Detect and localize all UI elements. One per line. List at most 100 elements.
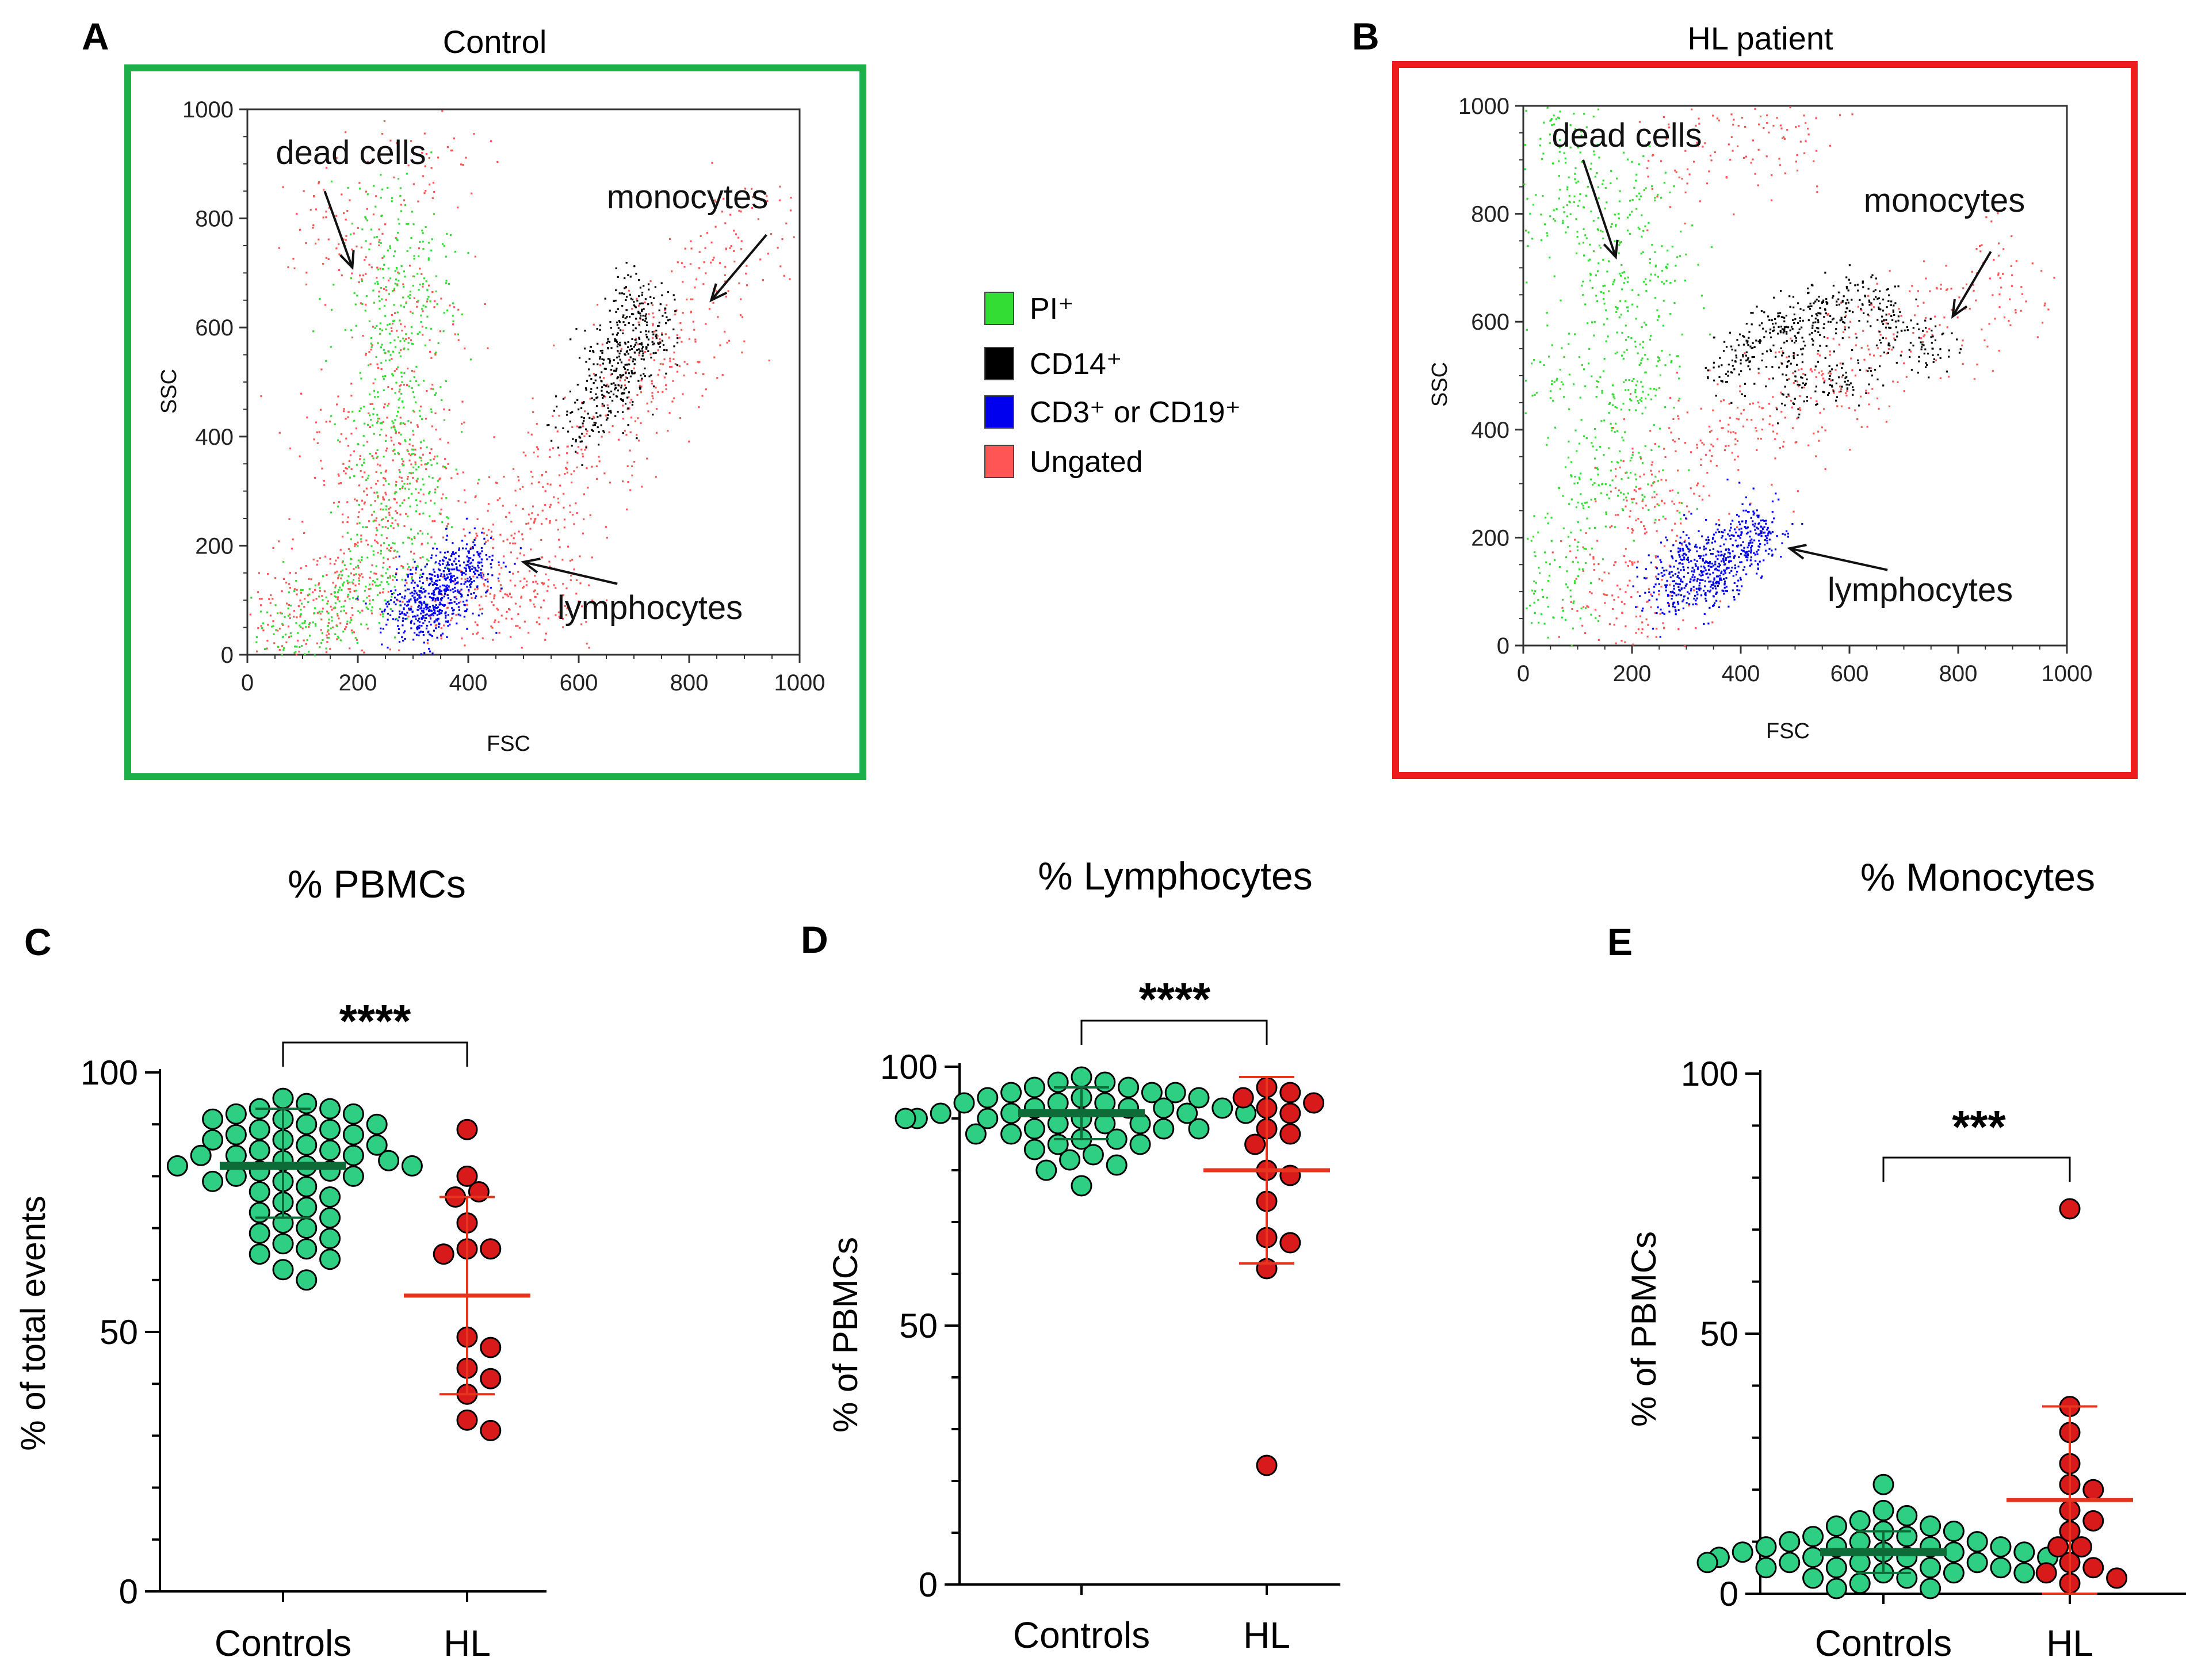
panel-a-event-dot xyxy=(626,377,629,379)
panel-b-event-dot xyxy=(1657,276,1660,278)
panel-b-event-dot xyxy=(1627,276,1629,278)
panel-a-event-dot xyxy=(633,367,635,369)
panel-a-event-dot xyxy=(617,308,619,310)
panel-b-event-dot xyxy=(1540,239,1543,241)
panel-a-event-dot xyxy=(519,580,522,582)
panel-a-event-dot xyxy=(357,559,360,562)
panel-a-event-dot xyxy=(619,341,621,344)
panel-a-event-dot xyxy=(426,642,429,644)
panel-a-event-dot xyxy=(632,299,634,301)
panel-b-event-dot xyxy=(1630,399,1633,402)
panel-a-event-dot xyxy=(385,509,388,511)
panel-a-event-dot xyxy=(443,595,445,598)
panel-b-event-dot xyxy=(1809,308,1811,310)
panel-b-event-dot xyxy=(1958,296,1960,299)
panel-a-event-dot xyxy=(432,388,434,391)
panel-b-event-dot xyxy=(1969,307,1971,310)
panel-a-event-dot xyxy=(393,453,396,455)
panel-a-event-dot xyxy=(397,625,399,627)
panel-b-event-dot xyxy=(1760,340,1762,342)
panel-a-event-dot xyxy=(617,438,620,441)
panel-b-event-dot xyxy=(1566,186,1569,189)
panel-b-event-dot xyxy=(1686,168,1689,170)
panel-a-event-dot xyxy=(447,463,449,465)
panel-b-event-dot xyxy=(1654,575,1657,578)
panel-a-event-dot xyxy=(384,491,387,494)
panel-a-event-dot xyxy=(385,624,388,626)
panel-b-event-dot xyxy=(1626,230,1629,232)
panel-b-event-dot xyxy=(1617,596,1619,598)
panel-a-event-dot xyxy=(617,350,619,352)
panel-b-event-dot xyxy=(1799,316,1801,319)
panel-b-event-dot xyxy=(1570,475,1573,478)
panel-b-event-dot xyxy=(1774,438,1776,440)
panel-a-event-dot xyxy=(543,582,545,585)
panel-a-event-dot xyxy=(413,297,415,299)
panel-a-event-dot xyxy=(657,349,659,352)
panel-a-event-dot xyxy=(365,354,367,356)
panel-a-event-dot xyxy=(701,395,704,397)
panel-b-event-dot xyxy=(1639,343,1641,346)
panel-a-event-dot xyxy=(704,247,706,249)
panel-b-event-dot xyxy=(1846,307,1848,310)
panel-a-event-dot xyxy=(601,386,603,388)
panel-a-event-dot xyxy=(504,593,506,595)
panel-a-event-dot xyxy=(533,451,535,454)
panel-a-event-dot xyxy=(651,331,653,333)
panel-a-event-dot xyxy=(411,342,413,345)
panel-a-event-dot xyxy=(589,398,591,400)
panel-a-event-dot xyxy=(465,567,467,570)
panel-a-event-dot xyxy=(335,595,337,598)
panel-a-event-dot xyxy=(370,337,372,339)
panel-a-event-dot xyxy=(487,510,489,512)
panel-a-event-dot xyxy=(419,457,422,459)
panel-a-event-dot xyxy=(407,536,410,539)
panel-a-event-dot xyxy=(642,346,644,348)
panel-b-event-dot xyxy=(1973,289,1975,292)
panel-a-event-dot xyxy=(412,183,415,185)
panel-a-event-dot xyxy=(446,621,449,623)
panel-a-event-dot xyxy=(583,401,585,403)
panel-b-event-dot xyxy=(1807,287,1809,289)
panel-a-event-dot xyxy=(414,601,416,604)
panel-b-event-dot xyxy=(1997,254,2000,257)
panel-a-event-dot xyxy=(618,344,621,346)
panel-b-event-dot xyxy=(1547,605,1549,608)
panel-a-event-dot xyxy=(598,431,600,433)
panel-a-event-clouds xyxy=(249,110,795,656)
panel-b-event-dot xyxy=(1581,624,1584,627)
panel-b-event-dot xyxy=(1641,632,1643,634)
panel-b-event-dot xyxy=(1757,148,1760,151)
panel-a-event-dot xyxy=(367,608,369,610)
panel-b-event-dot xyxy=(1818,354,1821,357)
panel-a-event-dot xyxy=(336,570,338,572)
panel-b-event-dot xyxy=(1823,336,1825,338)
panel-a-event-dot xyxy=(477,564,479,567)
panel-a-event-dot xyxy=(347,516,349,518)
panel-b-event-dot xyxy=(1641,494,1644,496)
panel-a-event-dot xyxy=(510,636,512,638)
panel-a-event-dot xyxy=(407,367,409,370)
panel-a-event-dot xyxy=(339,622,342,624)
panel-a-event-dot xyxy=(578,600,580,602)
panel-a-event-dot xyxy=(683,375,685,377)
panel-a-event-dot xyxy=(404,326,406,328)
panel-b-event-dot xyxy=(1605,513,1607,516)
panel-a-event-dot xyxy=(557,611,560,613)
panel-b-event-dot xyxy=(1864,295,1867,297)
panel-a-event-dot xyxy=(559,617,561,619)
panel-a-event-dot xyxy=(255,636,258,638)
panel-b-event-dot xyxy=(1802,309,1805,311)
panel-b-event-dot xyxy=(1768,319,1771,321)
panel-b-event-dot xyxy=(1631,528,1633,530)
panel-a-event-dot xyxy=(438,589,441,591)
panel-a-event-dot xyxy=(724,280,727,282)
panel-b-event-dot xyxy=(1822,373,1824,375)
panel-a-event-dot xyxy=(673,397,675,399)
panel-b-event-dot xyxy=(1651,461,1654,464)
panel-a-event-dot xyxy=(422,483,425,486)
panel-a-event-dot xyxy=(584,387,587,390)
panel-b-event-dot xyxy=(1623,351,1626,353)
panel-a-event-dot xyxy=(474,597,476,599)
panel-a-event-dot xyxy=(647,330,650,333)
